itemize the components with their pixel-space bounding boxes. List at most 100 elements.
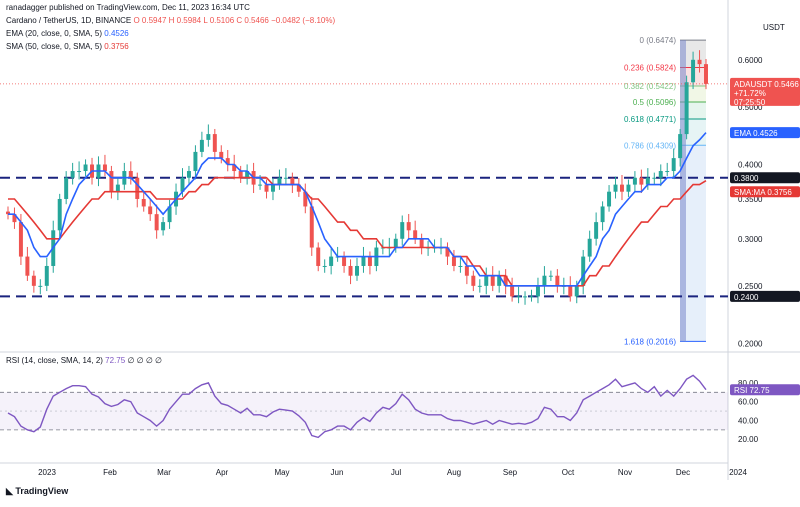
candle-body	[626, 184, 631, 192]
time-tick-label: Aug	[447, 468, 461, 477]
publisher-line: ranadagger published on TradingView.com,…	[6, 2, 250, 13]
time-tick-label: Dec	[676, 468, 690, 477]
candle-body	[645, 177, 650, 185]
candle-body	[464, 265, 469, 276]
candle-body	[691, 59, 696, 83]
candle-body	[523, 296, 528, 298]
candle-body	[555, 275, 560, 286]
tradingview-logo-icon: ◣	[6, 486, 16, 496]
candle-body	[290, 177, 295, 185]
ema-price-tag-text: EMA 0.4526	[734, 129, 778, 138]
candle-body	[186, 171, 191, 178]
candle-body	[652, 177, 657, 179]
fib-label: 0.786 (0.4309)	[624, 141, 676, 150]
candle-body	[619, 184, 624, 192]
current-price-tag-text: ADAUSDT 0.5466	[734, 80, 799, 89]
sma-legend-value: 0.3756	[104, 42, 129, 51]
candle-body	[115, 184, 120, 192]
candle-body	[109, 171, 114, 192]
candle-body	[542, 275, 547, 286]
candle-body	[671, 158, 676, 172]
tradingview-logo-text: TradingView	[15, 486, 69, 496]
price-tick-label: 0.3000	[738, 235, 763, 244]
rsi-tick-label: 60.00	[738, 398, 759, 407]
symbol-legend[interactable]: Cardano / TetherUS, 1D, BINANCE O 0.5947…	[6, 15, 335, 26]
candle-body	[471, 275, 476, 286]
candle-body	[704, 64, 708, 84]
time-tick-label: Sep	[503, 468, 518, 477]
candle-body	[393, 238, 398, 248]
ema-legend-label: EMA (20, close, 0, SMA, 5)	[6, 29, 103, 38]
level-low-tag-box	[730, 290, 800, 302]
candle-body	[355, 265, 359, 276]
currency-label: USDT	[763, 22, 785, 33]
current-price-tag-text: +71.72%	[734, 89, 766, 98]
rsi-line	[7, 374, 707, 439]
level-high-tag-box	[730, 172, 800, 184]
time-tick-label: Jun	[331, 468, 344, 477]
tradingview-logo[interactable]: ◣ TradingView	[6, 486, 68, 497]
candle-body	[128, 171, 133, 178]
candle-body	[451, 256, 456, 266]
candle-body	[6, 211, 10, 215]
candle-body	[219, 151, 224, 159]
candle-body	[535, 285, 540, 297]
candle-body	[678, 134, 683, 159]
price-tick-label: 0.2500	[738, 282, 763, 291]
sma-legend[interactable]: SMA (50, close, 0, SMA, 5) 0.3756	[6, 41, 129, 52]
time-tick-label: Oct	[562, 468, 575, 477]
candle-body	[77, 171, 82, 173]
candle-body	[581, 256, 586, 286]
candle-body	[12, 214, 17, 223]
candle-body	[613, 184, 618, 192]
candle-body	[600, 206, 605, 223]
candle-body	[568, 285, 573, 297]
candle-body	[31, 275, 36, 286]
candle-body	[400, 222, 405, 239]
candle-body	[445, 247, 450, 257]
candle-body	[458, 265, 463, 267]
candle-body	[413, 230, 418, 239]
candle-body	[270, 184, 275, 192]
ema-price-tag-box	[730, 127, 800, 139]
ohlc-values: O 0.5947 H 0.5984 L 0.5106 C 0.5466 −0.0…	[133, 16, 336, 25]
rsi-legend[interactable]: RSI (14, close, SMA, 14, 2) 72.75 ∅ ∅ ∅ …	[6, 355, 162, 366]
price-tick-label: 0.6000	[738, 56, 763, 65]
candle-body	[44, 265, 49, 286]
rsi-legend-extra: ∅ ∅ ∅ ∅	[127, 356, 162, 365]
candle-body	[238, 171, 243, 178]
candle-body	[206, 134, 211, 140]
candle-body	[607, 191, 612, 207]
candle-body	[477, 285, 482, 287]
ema20-line	[8, 132, 707, 287]
candle-body	[503, 275, 508, 286]
fib-label: 0.618 (0.4771)	[624, 115, 676, 124]
fib-label: 1.618 (0.2016)	[624, 337, 676, 346]
candle-body	[665, 171, 670, 173]
rsi-band	[0, 392, 728, 430]
sma-legend-label: SMA (50, close, 0, SMA, 5)	[6, 42, 103, 51]
candle-body	[697, 59, 702, 65]
candle-body	[148, 206, 153, 215]
candle-body	[212, 134, 217, 152]
fib-selection-band	[680, 40, 686, 342]
candle-body	[367, 256, 372, 266]
candle-body	[258, 184, 263, 186]
symbol-title: Cardano / TetherUS, 1D, BINANCE	[6, 16, 132, 25]
candle-body	[510, 285, 515, 297]
level-high-tag-text: 0.3800	[734, 174, 759, 183]
candle-body	[83, 164, 88, 172]
rsi-legend-label: RSI (14, close, SMA, 14, 2)	[6, 356, 103, 365]
candle-body	[490, 275, 495, 286]
candle-body	[594, 222, 599, 239]
rsi-legend-value: 72.75	[105, 356, 126, 365]
fib-label: 0.5 (0.5096)	[633, 98, 676, 107]
price-tick-label: 0.5000	[738, 103, 763, 112]
time-tick-label: 2024	[729, 468, 747, 477]
ema-legend[interactable]: EMA (20, close, 0, SMA, 5) 0.4526	[6, 28, 129, 39]
candle-body	[484, 275, 489, 286]
time-tick-label: Apr	[216, 468, 229, 477]
candle-body	[70, 171, 75, 178]
